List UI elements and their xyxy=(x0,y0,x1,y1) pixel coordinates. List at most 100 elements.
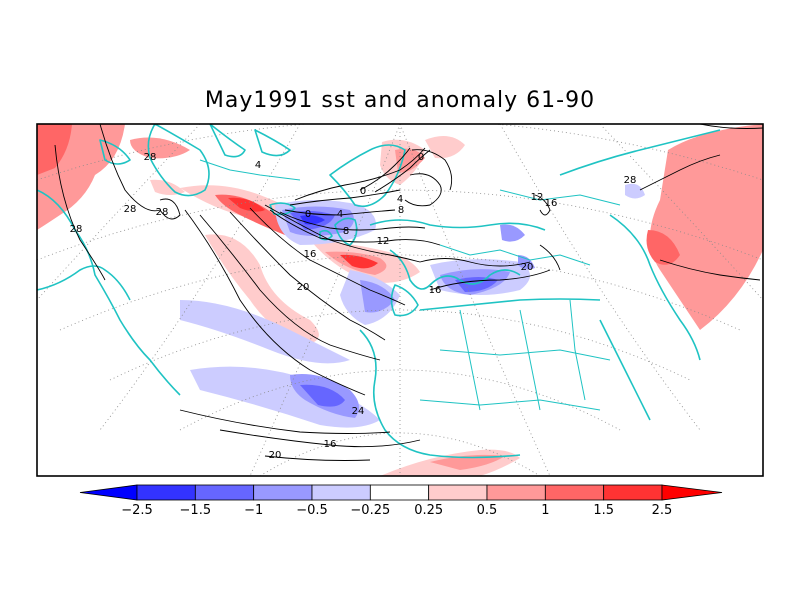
anomaly-patch xyxy=(37,124,72,175)
contour-label: 12 xyxy=(377,236,390,247)
anomaly-patch xyxy=(518,255,535,270)
anomaly-patch xyxy=(430,454,505,470)
colorbar-swatch xyxy=(194,484,255,501)
anomaly-patch xyxy=(360,280,395,313)
colorbar-tick-label: 2.5 xyxy=(652,503,673,518)
contour-line xyxy=(219,429,421,448)
contour-label: 4 xyxy=(255,160,261,171)
country-borders xyxy=(499,189,621,206)
north-america-coast xyxy=(37,189,181,396)
contour-line xyxy=(279,211,426,231)
colorbar-swatch xyxy=(544,484,605,501)
colorbar-tick-label: −1 xyxy=(244,503,263,518)
contour-label: 8 xyxy=(398,205,404,216)
iceland-coast xyxy=(269,202,296,216)
scandinavia-coast xyxy=(329,144,406,208)
country-borders xyxy=(439,244,591,266)
africa-coast xyxy=(419,298,601,311)
contour-line xyxy=(199,214,381,361)
contour-line xyxy=(289,189,401,206)
colorbar-right-arrow xyxy=(661,484,723,501)
greenland-coast xyxy=(147,124,210,197)
contour-line xyxy=(264,455,371,461)
contour-label: 28 xyxy=(70,224,83,235)
contour-line xyxy=(179,409,391,434)
contour-line xyxy=(249,207,406,306)
contour-label: 12 xyxy=(531,192,544,203)
contour-label: 28 xyxy=(124,204,137,215)
contour-line xyxy=(539,244,561,271)
colorbar-tick-label: −2.5 xyxy=(121,503,153,518)
arctic-islands xyxy=(209,124,246,158)
anomaly-patch xyxy=(650,124,763,330)
contour-line xyxy=(699,124,763,129)
contour-label: 20 xyxy=(521,262,534,273)
contour-line xyxy=(99,124,161,212)
colorbar-tick-label: 0.25 xyxy=(414,503,443,518)
asia-coast xyxy=(609,214,701,361)
colorbar-tick-label: 0.5 xyxy=(477,503,498,518)
colorbar-swatch xyxy=(486,484,546,501)
contour-line xyxy=(429,269,551,291)
contour-line xyxy=(411,149,453,191)
contour-label: 24 xyxy=(352,406,365,417)
contour-label: 0 xyxy=(360,186,366,197)
contour-line xyxy=(639,154,721,191)
colorbar-tick-label: −1.5 xyxy=(180,503,212,518)
contour-label: 28 xyxy=(624,175,637,186)
contour-label: 8 xyxy=(343,226,349,237)
contour-line xyxy=(184,209,366,396)
map-frame xyxy=(36,123,764,477)
country-borders xyxy=(419,399,601,411)
contour-line xyxy=(359,147,411,191)
europe-coast xyxy=(369,219,546,231)
colorbar-swatch xyxy=(136,484,196,501)
colorbar-tick-label: −0.25 xyxy=(350,503,390,518)
colorbar-swatch xyxy=(369,484,430,501)
anomaly-patch xyxy=(625,183,645,199)
contour-label: 0 xyxy=(418,152,424,163)
contour-label: 28 xyxy=(144,152,157,163)
asia-coast xyxy=(559,129,721,176)
anomaly-patch xyxy=(130,137,190,159)
iberia-coast xyxy=(390,284,419,317)
contour-line xyxy=(374,149,431,193)
country-borders xyxy=(459,309,481,411)
coastlines xyxy=(37,124,721,459)
contour-label: 20 xyxy=(297,282,310,293)
contour-label: 28 xyxy=(156,207,169,218)
country-borders xyxy=(519,309,541,411)
country-borders xyxy=(569,299,586,401)
contour-label: 16 xyxy=(304,249,317,260)
anomaly-patch xyxy=(150,179,185,195)
colorbar-swatch xyxy=(428,484,488,501)
anomaly-patch xyxy=(500,224,525,242)
warm-anomaly-areas xyxy=(37,124,763,476)
africa-coast xyxy=(359,329,521,459)
colorbar-tick-label: 1 xyxy=(541,503,549,518)
colorbar-left-arrow xyxy=(79,484,138,501)
contour-line xyxy=(159,198,181,220)
contour-line xyxy=(294,147,426,201)
contour-label: 16 xyxy=(429,285,442,296)
country-borders xyxy=(199,159,301,181)
contour-label: 0 xyxy=(305,209,311,220)
contour-label: 20 xyxy=(269,450,282,461)
contour-line xyxy=(54,144,106,281)
contour-line xyxy=(404,173,442,207)
colorbar-swatch xyxy=(603,484,663,501)
contour-labels: 28 28 28 28 28 24 20 20 16 16 16 12 12 8… xyxy=(70,152,637,461)
contour-line xyxy=(229,211,386,341)
anomaly-patch xyxy=(395,148,425,173)
colorbar-tick-label: −0.5 xyxy=(296,503,328,518)
anomaly-patch xyxy=(205,234,319,345)
map-area: 28 28 28 28 28 24 20 20 16 16 16 12 12 8… xyxy=(37,124,763,476)
page-title: May1991 sst and anomaly 61-90 xyxy=(204,88,596,113)
graticule xyxy=(37,124,763,476)
arctic-islands xyxy=(99,139,131,165)
contour-label: 4 xyxy=(397,194,403,205)
anomaly-patch xyxy=(646,230,680,265)
country-borders xyxy=(439,349,611,361)
contour-line xyxy=(284,209,396,216)
